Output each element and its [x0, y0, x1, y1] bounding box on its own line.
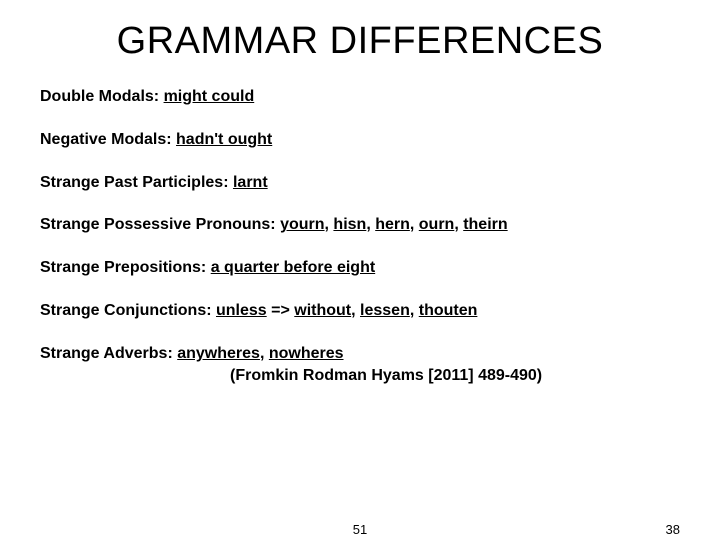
footer-center-number: 51 [353, 522, 367, 537]
sep: , [260, 345, 269, 362]
sep: , [410, 302, 419, 319]
example: hisn [333, 216, 366, 233]
sep: => [267, 302, 295, 319]
example: yourn [280, 216, 324, 233]
label: Strange Possessive Pronouns: [40, 216, 280, 233]
label: Strange Past Participles: [40, 174, 233, 191]
label: Negative Modals: [40, 131, 176, 148]
example: ourn [419, 216, 455, 233]
citation: (Fromkin Rodman Hyams [2011] 489-490) [40, 367, 680, 385]
label: Strange Prepositions: [40, 259, 211, 276]
example: lessen [360, 302, 410, 319]
example: unless [216, 302, 267, 319]
example: larnt [233, 174, 268, 191]
label: Strange Conjunctions: [40, 302, 216, 319]
example: anywheres [177, 345, 260, 362]
line-negative-modals: Negative Modals: hadn't ought [40, 130, 680, 151]
example: theirn [463, 216, 507, 233]
line-conjunctions: Strange Conjunctions: unless => without,… [40, 301, 680, 322]
label: Strange Adverbs: [40, 345, 177, 362]
example: might could [164, 88, 255, 105]
line-prepositions: Strange Prepositions: a quarter before e… [40, 258, 680, 279]
line-past-participles: Strange Past Participles: larnt [40, 173, 680, 194]
slide-title: GRAMMAR DIFFERENCES [40, 20, 680, 63]
example: a quarter before eight [211, 259, 375, 276]
example: hadn't ought [176, 131, 272, 148]
label: Double Modals: [40, 88, 164, 105]
sep: , [366, 216, 375, 233]
example: nowheres [269, 345, 344, 362]
sep: , [410, 216, 419, 233]
sep: , [351, 302, 360, 319]
line-double-modals: Double Modals: might could [40, 87, 680, 108]
slide-container: GRAMMAR DIFFERENCES Double Modals: might… [0, 0, 720, 540]
sep: , [454, 216, 463, 233]
line-adverbs: Strange Adverbs: anywheres, nowheres [40, 344, 680, 365]
line-possessive-pronouns: Strange Possessive Pronouns: yourn, hisn… [40, 215, 680, 236]
example: thouten [419, 302, 478, 319]
example: without [294, 302, 351, 319]
footer-page-number: 38 [666, 522, 680, 537]
example: hern [375, 216, 410, 233]
